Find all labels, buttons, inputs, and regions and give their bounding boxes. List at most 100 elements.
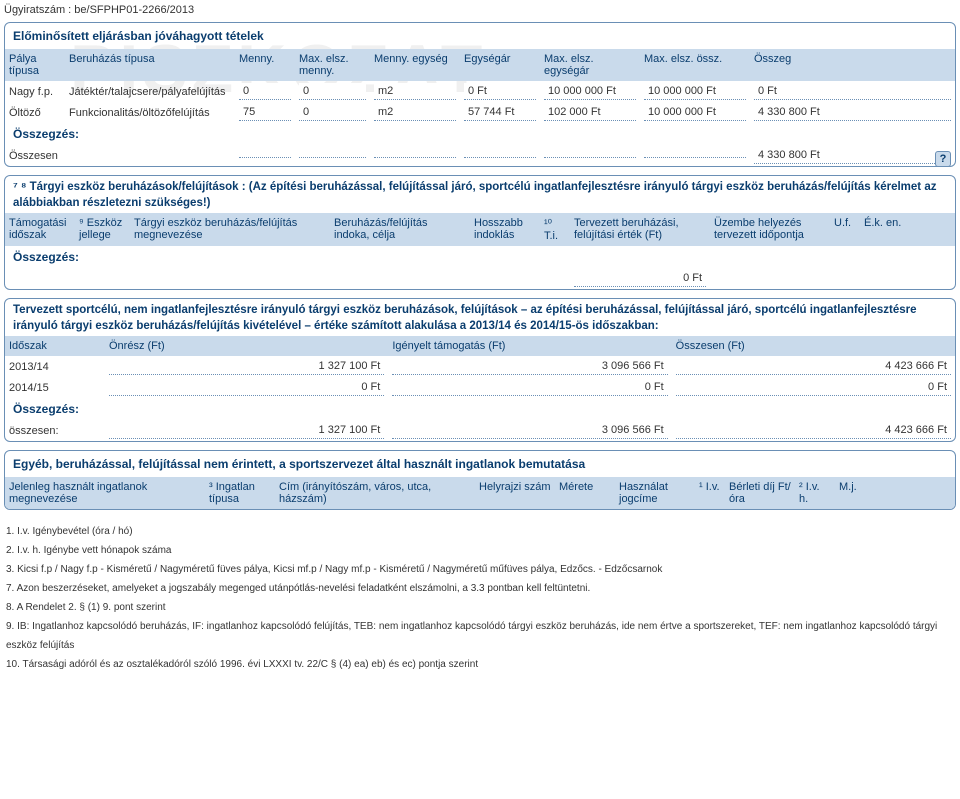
th: Beruházás típusa xyxy=(65,49,235,81)
panel1-sum-label: Összegzés: xyxy=(5,123,955,145)
footnote: 3. Kicsi f.p / Nagy f.p - Kisméretű / Na… xyxy=(6,560,954,579)
panel1-table: Pálya típusa Beruházás típusa Menny. Max… xyxy=(5,49,955,123)
th: Max. elsz. menny. xyxy=(295,49,370,81)
total-value: 4 423 666 Ft xyxy=(676,422,951,439)
total-label: összesen: xyxy=(5,420,105,441)
panel4-title: Egyéb, beruházással, felújítással nem ér… xyxy=(5,451,955,477)
footnote: 9. IB: Ingatlanhoz kapcsolódó beruházás,… xyxy=(6,617,954,655)
panel1-header-row: Pálya típusa Beruházás típusa Menny. Max… xyxy=(5,49,955,81)
footnote: 10. Társasági adóról és az osztalékadóró… xyxy=(6,655,954,674)
table-row: Öltöző Funkcionalitás/öltözőfelújítás 75… xyxy=(5,102,955,123)
total-label: Összesen xyxy=(5,145,65,166)
th: Önrész (Ft) xyxy=(105,336,388,356)
panel2-table: Támogatási időszak ⁹ Eszköz jellege Tárg… xyxy=(5,213,955,246)
value-cell: 0 Ft xyxy=(109,379,384,396)
th: Mérete xyxy=(555,477,615,509)
th: Összesen (Ft) xyxy=(672,336,955,356)
th: Használat jogcíme xyxy=(615,477,695,509)
total-value: 3 096 566 Ft xyxy=(392,422,667,439)
th: Helyrajzi szám xyxy=(475,477,555,509)
value-cell: 0 Ft xyxy=(392,379,667,396)
panel3-sum-label: Összegzés: xyxy=(5,398,955,420)
cell: 2013/14 xyxy=(5,356,105,377)
total-value: 4 330 800 Ft xyxy=(754,147,951,164)
th: Hosszabb indoklás xyxy=(470,213,540,246)
th: Bérleti díj Ft/óra xyxy=(725,477,795,509)
cell: Funkcionalitás/öltözőfelújítás xyxy=(65,102,235,123)
th: ¹⁰ T.i. xyxy=(540,213,570,246)
cell: Játéktér/talajcsere/pályafelújítás xyxy=(65,81,235,102)
th: ² I.v. h. xyxy=(795,477,835,509)
th: ¹ I.v. xyxy=(695,477,725,509)
total-value: 0 Ft xyxy=(574,270,706,287)
th: Összeg xyxy=(750,49,955,81)
help-icon[interactable]: ? xyxy=(935,151,951,167)
panel4-table: Jelenleg használt ingatlanok megnevezése… xyxy=(5,477,955,509)
total-row: Összesen 4 330 800 Ft xyxy=(5,145,955,166)
th: Max. elsz. egységár xyxy=(540,49,640,81)
value-cell: 0 xyxy=(299,104,366,121)
value-cell xyxy=(239,153,291,158)
value-cell: 4 330 800 Ft xyxy=(754,104,951,121)
panel3-header-row: Időszak Önrész (Ft) Igényelt támogatás (… xyxy=(5,336,955,356)
value-cell xyxy=(464,153,536,158)
footnote: 1. I.v. Igénybevétel (óra / hó) xyxy=(6,522,954,541)
cell: 2014/15 xyxy=(5,377,105,398)
value-cell: 4 423 666 Ft xyxy=(676,358,951,375)
th: U.f. xyxy=(830,213,860,246)
case-number: Ügyiratszám : be/SFPHP01-2266/2013 xyxy=(4,4,956,16)
value-cell: 3 096 566 Ft xyxy=(392,358,667,375)
th: Időszak xyxy=(5,336,105,356)
value-cell: 102 000 Ft xyxy=(544,104,636,121)
th: Támogatási időszak xyxy=(5,213,75,246)
th: M.j. xyxy=(835,477,955,509)
panel1-total-table: Összesen 4 330 800 Ft xyxy=(5,145,955,166)
th: É.k. en. xyxy=(860,213,955,246)
value-cell: 0 Ft xyxy=(754,83,951,100)
th: Cím (irányítószám, város, utca, házszám) xyxy=(275,477,475,509)
value-cell xyxy=(374,153,456,158)
value-cell: 1 327 100 Ft xyxy=(109,358,384,375)
th: Egységár xyxy=(460,49,540,81)
value-cell: 0 Ft xyxy=(464,83,536,100)
value-cell: 10 000 000 Ft xyxy=(644,104,746,121)
value-cell: 0 Ft xyxy=(676,379,951,396)
footnotes: 1. I.v. Igénybevétel (óra / hó) 2. I.v. … xyxy=(4,518,956,678)
cell: Nagy f.p. xyxy=(5,81,65,102)
th: ⁹ Eszköz jellege xyxy=(75,213,130,246)
th: Üzembe helyezés tervezett időpontja xyxy=(710,213,830,246)
table-row: 2013/14 1 327 100 Ft 3 096 566 Ft 4 423 … xyxy=(5,356,955,377)
panel-planned-investments: Tervezett sportcélú, nem ingatlanfejlesz… xyxy=(4,298,956,442)
th: Igényelt támogatás (Ft) xyxy=(388,336,671,356)
panel1-title: Előminősített eljárásban jóváhagyott tét… xyxy=(5,23,955,49)
panel-other-properties: Egyéb, beruházással, felújítással nem ér… xyxy=(4,450,956,510)
value-cell xyxy=(644,153,746,158)
th: Beruházás/felújítás indoka, célja xyxy=(330,213,470,246)
value-cell: 75 xyxy=(239,104,291,121)
panel2-header-row: Támogatási időszak ⁹ Eszköz jellege Tárg… xyxy=(5,213,955,246)
value-cell xyxy=(299,153,366,158)
th: Tárgyi eszköz beruházás/felújítás megnev… xyxy=(130,213,330,246)
total-row: összesen: 1 327 100 Ft 3 096 566 Ft 4 42… xyxy=(5,420,955,441)
value-cell: 0 xyxy=(239,83,291,100)
panel-approved-items: Előminősített eljárásban jóváhagyott tét… xyxy=(4,22,956,167)
value-cell: 10 000 000 Ft xyxy=(644,83,746,100)
panel2-total-table: 0 Ft xyxy=(5,268,955,289)
footnote: 8. A Rendelet 2. § (1) 9. pont szerint xyxy=(6,598,954,617)
table-row: Nagy f.p. Játéktér/talajcsere/pályafelúj… xyxy=(5,81,955,102)
table-row: 2014/15 0 Ft 0 Ft 0 Ft xyxy=(5,377,955,398)
value-cell: 10 000 000 Ft xyxy=(544,83,636,100)
th: Jelenleg használt ingatlanok megnevezése xyxy=(5,477,205,509)
value-cell: m2 xyxy=(374,83,456,100)
th: Pálya típusa xyxy=(5,49,65,81)
value-cell: 57 744 Ft xyxy=(464,104,536,121)
panel2-sum-label: Összegzés: xyxy=(5,246,955,268)
th: Max. elsz. össz. xyxy=(640,49,750,81)
cell: Öltöző xyxy=(5,102,65,123)
footnote: 2. I.v. h. Igénybe vett hónapok száma xyxy=(6,541,954,560)
value-cell: 0 xyxy=(299,83,366,100)
th: Menny. xyxy=(235,49,295,81)
panel3-total-table: összesen: 1 327 100 Ft 3 096 566 Ft 4 42… xyxy=(5,420,955,441)
total-value: 1 327 100 Ft xyxy=(109,422,384,439)
th: Tervezett beruházási, felújítási érték (… xyxy=(570,213,710,246)
